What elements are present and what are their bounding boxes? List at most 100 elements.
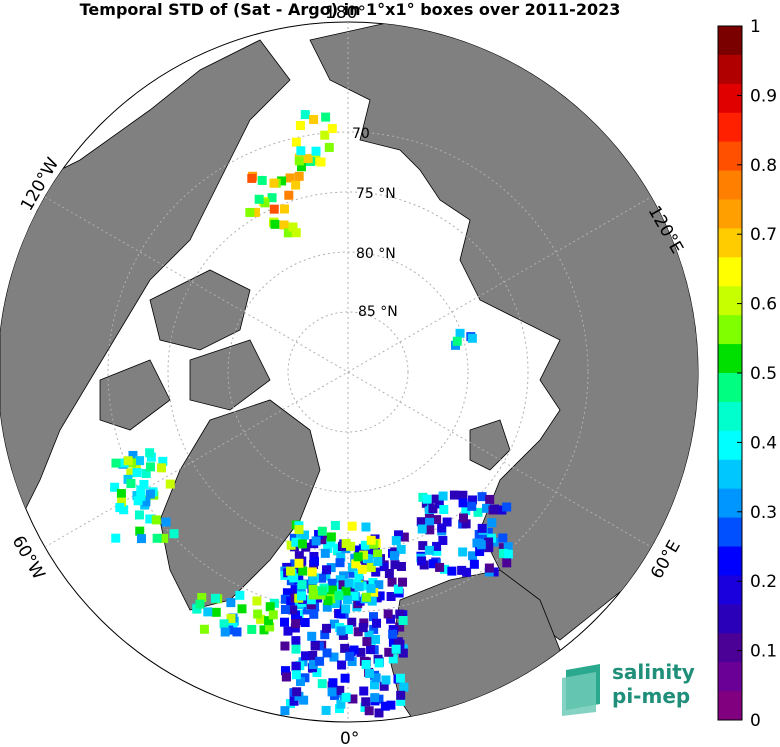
std-cell <box>341 586 351 596</box>
std-cell <box>327 578 337 588</box>
std-cell <box>425 517 435 527</box>
std-cell <box>364 706 374 716</box>
std-cell <box>396 561 406 571</box>
std-cell <box>303 154 313 164</box>
std-cell <box>484 563 494 573</box>
std-cell <box>476 540 486 550</box>
std-cell <box>117 497 127 507</box>
std-cell <box>322 565 332 575</box>
std-cell <box>326 532 336 542</box>
colorbar-tick-label: 0.9 <box>750 86 777 106</box>
std-cell <box>323 596 333 606</box>
std-cell <box>396 690 406 700</box>
std-cell <box>320 630 330 640</box>
std-cell <box>145 462 155 472</box>
std-cell <box>380 701 390 711</box>
colorbar-swatch <box>718 112 742 143</box>
std-cell <box>306 600 316 610</box>
colorbar-tick-label: 0.3 <box>750 503 777 523</box>
std-cell <box>388 629 398 639</box>
std-cell <box>347 521 357 531</box>
colorbar-swatch <box>718 488 742 519</box>
std-cell <box>292 687 302 697</box>
std-cell <box>192 604 202 614</box>
std-cell <box>374 708 384 718</box>
std-cell <box>485 494 495 504</box>
std-cell <box>321 112 331 122</box>
colorbar-swatch <box>718 546 742 576</box>
std-cell <box>379 562 389 572</box>
std-cell <box>432 541 442 551</box>
std-cell <box>417 524 427 534</box>
std-cell <box>257 175 267 185</box>
std-cell <box>461 519 471 529</box>
colorbar-tick-label: 0.5 <box>750 364 777 384</box>
std-cell <box>391 644 401 654</box>
std-cell <box>289 573 299 583</box>
std-cell <box>269 204 279 214</box>
std-cell <box>347 657 357 667</box>
std-cell <box>428 504 438 514</box>
std-cell <box>141 468 151 478</box>
std-cell <box>311 146 321 156</box>
std-cell <box>309 609 319 619</box>
std-cell <box>326 563 336 573</box>
std-cell <box>253 609 263 619</box>
std-cell <box>366 584 376 594</box>
std-cell <box>360 540 370 550</box>
colorbar-tick-label: 0 <box>750 711 761 731</box>
std-cell <box>341 604 351 614</box>
std-cell <box>145 489 155 499</box>
std-cell <box>477 492 487 502</box>
std-cell <box>498 543 508 553</box>
colorbar-tick-label: 0.8 <box>750 156 777 176</box>
std-cell <box>483 527 493 537</box>
std-cell <box>395 673 405 683</box>
std-cell <box>311 156 321 166</box>
std-cell <box>136 491 146 501</box>
std-cell <box>361 697 371 707</box>
colorbar-swatch <box>718 257 742 287</box>
std-cell <box>343 625 353 635</box>
std-cell <box>393 637 403 647</box>
std-cell <box>373 549 383 559</box>
std-cell <box>386 700 396 710</box>
std-cell <box>281 672 291 682</box>
std-cell <box>286 566 296 576</box>
std-cell <box>265 602 275 612</box>
std-cell <box>467 501 477 511</box>
std-cell <box>317 573 327 583</box>
std-cell <box>300 110 310 120</box>
std-cell <box>285 173 295 183</box>
std-cell <box>428 559 438 569</box>
std-cell <box>328 678 338 688</box>
std-cell <box>374 658 384 668</box>
std-cell <box>487 518 497 528</box>
std-cell <box>319 534 329 544</box>
lon-label-0: 0° <box>340 729 359 747</box>
std-cell <box>353 552 363 562</box>
colorbar-swatch <box>718 141 742 172</box>
std-cell <box>354 570 364 580</box>
std-cell <box>422 494 432 504</box>
std-cell <box>297 591 307 601</box>
std-cell <box>354 545 364 555</box>
std-cell <box>320 548 330 558</box>
land-archipelago-2 <box>189 339 271 411</box>
std-cell <box>203 607 213 617</box>
std-cell <box>312 667 322 677</box>
std-cell <box>306 595 316 605</box>
std-cell <box>324 142 334 152</box>
std-cell <box>370 680 380 690</box>
std-cell <box>359 618 369 628</box>
std-cell <box>308 575 318 585</box>
std-cell <box>398 616 408 626</box>
std-cell <box>399 682 409 692</box>
std-cell <box>442 517 452 527</box>
colorbar-swatch <box>718 83 742 114</box>
std-cell <box>388 654 398 664</box>
std-cell <box>455 328 465 338</box>
std-cell <box>280 605 290 615</box>
colorbar-swatch <box>718 517 742 547</box>
std-cell <box>247 624 257 634</box>
